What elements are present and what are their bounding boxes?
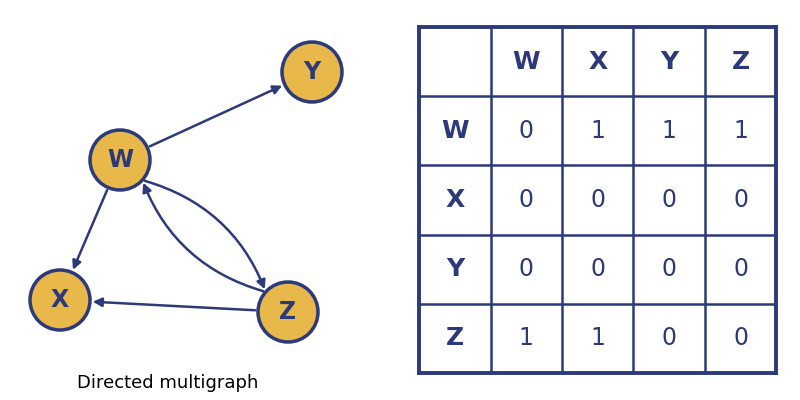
Text: 0: 0 [519,257,534,281]
Text: W: W [441,119,469,143]
Text: Y: Y [303,60,321,84]
Text: 0: 0 [662,326,677,350]
Text: 0: 0 [519,188,534,212]
Text: 1: 1 [590,326,605,350]
Text: 0: 0 [733,326,748,350]
Circle shape [30,270,90,330]
Text: Z: Z [731,50,750,74]
Text: 0: 0 [733,188,748,212]
Circle shape [90,130,150,190]
Text: 1: 1 [519,326,534,350]
Text: 1: 1 [590,119,605,143]
Text: Z: Z [279,300,297,324]
Text: 1: 1 [733,119,748,143]
FancyArrowPatch shape [150,86,280,146]
FancyArrowPatch shape [144,185,263,291]
Text: X: X [51,288,69,312]
Circle shape [282,42,342,102]
Text: Y: Y [446,257,464,281]
Text: 0: 0 [590,188,606,212]
FancyArrowPatch shape [74,190,107,267]
Text: Directed multigraph: Directed multigraph [78,374,258,392]
Text: 0: 0 [733,257,748,281]
Text: X: X [446,188,465,212]
FancyArrowPatch shape [145,181,264,287]
Text: 0: 0 [662,188,677,212]
Text: 1: 1 [662,119,677,143]
Text: W: W [513,50,540,74]
Text: 0: 0 [662,257,677,281]
FancyArrowPatch shape [95,299,255,310]
Circle shape [258,282,318,342]
Text: 0: 0 [590,257,606,281]
Text: 0: 0 [519,119,534,143]
Text: X: X [588,50,607,74]
Text: Z: Z [446,326,464,350]
Text: W: W [107,148,133,172]
Text: Y: Y [660,50,678,74]
